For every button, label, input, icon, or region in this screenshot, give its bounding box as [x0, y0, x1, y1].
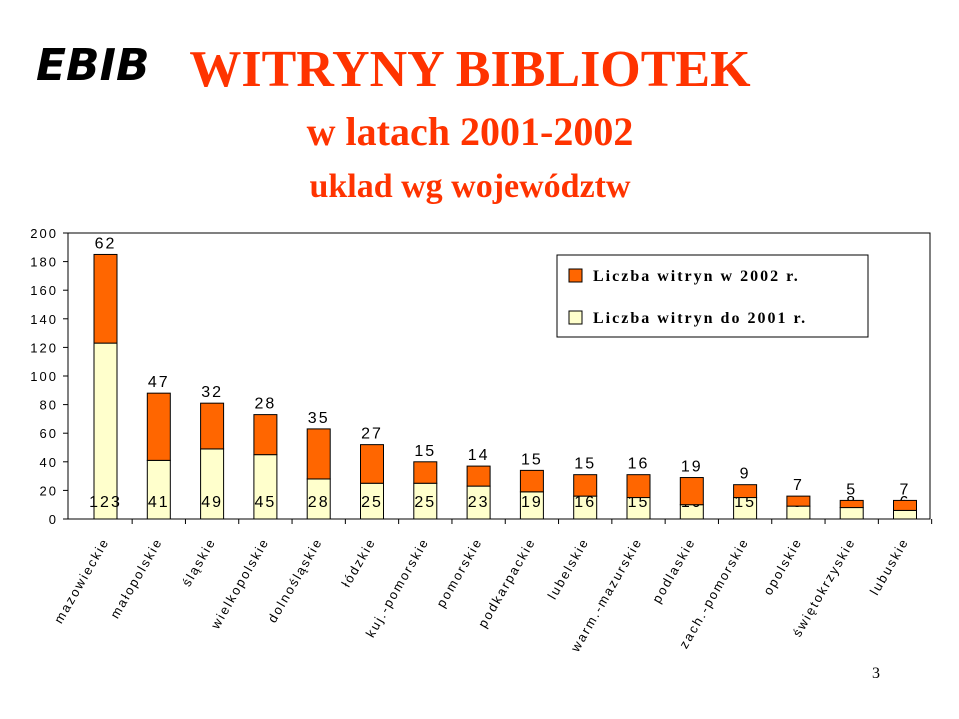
value-label: 14 — [468, 447, 490, 464]
y-tick-label: 120 — [30, 340, 58, 355]
y-tick-label: 100 — [30, 369, 58, 384]
value-label: 7 — [900, 481, 911, 498]
bar-segment — [893, 499, 917, 511]
y-tick-label: 20 — [40, 483, 58, 498]
value-label: 15 — [628, 494, 650, 511]
page-number: 3 — [872, 665, 880, 682]
bar-segment — [146, 392, 171, 461]
x-tick-label: śląskie — [179, 535, 219, 589]
chart-subtitle: uklad wg województw — [309, 168, 631, 205]
legend-label: Liczba witryn w 2002 r. — [593, 268, 800, 285]
bar-segment — [839, 499, 864, 509]
bar-segment — [360, 444, 384, 484]
value-label: 41 — [148, 494, 170, 511]
bar-segment — [253, 414, 278, 456]
bar-segment — [413, 461, 438, 484]
y-tick-label: 160 — [30, 283, 58, 298]
value-label: 15 — [414, 443, 436, 460]
value-label: 49 — [201, 494, 223, 511]
bar-segment — [679, 477, 704, 506]
bar-segment — [733, 484, 758, 499]
value-label: 5 — [846, 481, 857, 498]
bar-segment — [306, 428, 331, 480]
bar-segment — [626, 474, 651, 499]
x-tick-label: opolskie — [760, 535, 805, 598]
y-tick-label: 40 — [40, 455, 58, 470]
y-tick-label: 80 — [40, 398, 58, 413]
x-tick-label: podkarpackie — [475, 535, 539, 630]
value-label: 27 — [361, 426, 383, 443]
value-label: 25 — [361, 494, 383, 511]
value-label: 16 — [574, 494, 596, 511]
bar-segment — [786, 495, 811, 507]
value-label: 15 — [574, 456, 596, 473]
value-label: 28 — [255, 396, 277, 413]
value-label: 19 — [681, 459, 703, 476]
y-tick-label: 180 — [30, 255, 58, 270]
x-tick-label: lubelskie — [545, 535, 592, 602]
value-label: 35 — [308, 410, 330, 427]
legend-swatch — [568, 310, 583, 325]
logo: EBIB — [36, 40, 150, 91]
bar-segment — [93, 253, 118, 344]
bar-segment — [573, 474, 598, 497]
value-label: 9 — [740, 466, 751, 483]
x-tick-label: dolnośląskie — [265, 535, 326, 625]
legend-swatch — [568, 268, 583, 283]
x-tick-label: pomorskie — [433, 535, 485, 610]
x-tick-label: mazowieckie — [51, 535, 112, 626]
x-tick-label: lubuskie — [867, 535, 912, 598]
y-tick-label: 140 — [30, 312, 58, 327]
bar-segment — [466, 465, 491, 487]
value-label: 23 — [468, 494, 490, 511]
value-label: 19 — [521, 494, 543, 511]
value-label: 45 — [255, 494, 277, 511]
value-label: 28 — [308, 494, 330, 511]
y-tick-label: 60 — [40, 426, 58, 441]
chart-title: WITRYNY BIBLIOTEK — [189, 41, 751, 98]
bar-segment — [93, 342, 118, 520]
value-label: 25 — [414, 494, 436, 511]
value-label: 123 — [89, 494, 122, 511]
value-label: 15 — [521, 451, 543, 468]
legend-label: Liczba witryn do 2001 r. — [593, 310, 807, 327]
x-tick-label: wielkopolskie — [207, 535, 272, 632]
value-label: 7 — [793, 477, 804, 494]
bar-segment — [893, 509, 917, 520]
legend-box — [556, 254, 869, 338]
value-label: 32 — [201, 384, 223, 401]
x-tick-label: podlaskie — [649, 535, 698, 606]
chart-subtitle: w latach 2001-2002 — [307, 109, 634, 154]
value-label: 62 — [95, 235, 117, 252]
x-tick-label: łódzkie — [338, 535, 378, 590]
y-tick-label: 0 — [49, 512, 58, 527]
value-label: 16 — [628, 456, 650, 473]
bar-segment — [519, 469, 544, 493]
value-label: 15 — [734, 494, 756, 511]
y-tick-label: 200 — [30, 226, 58, 241]
value-label: 47 — [148, 374, 170, 391]
bar-segment — [200, 402, 225, 450]
x-tick-label: małopolskie — [107, 535, 165, 621]
